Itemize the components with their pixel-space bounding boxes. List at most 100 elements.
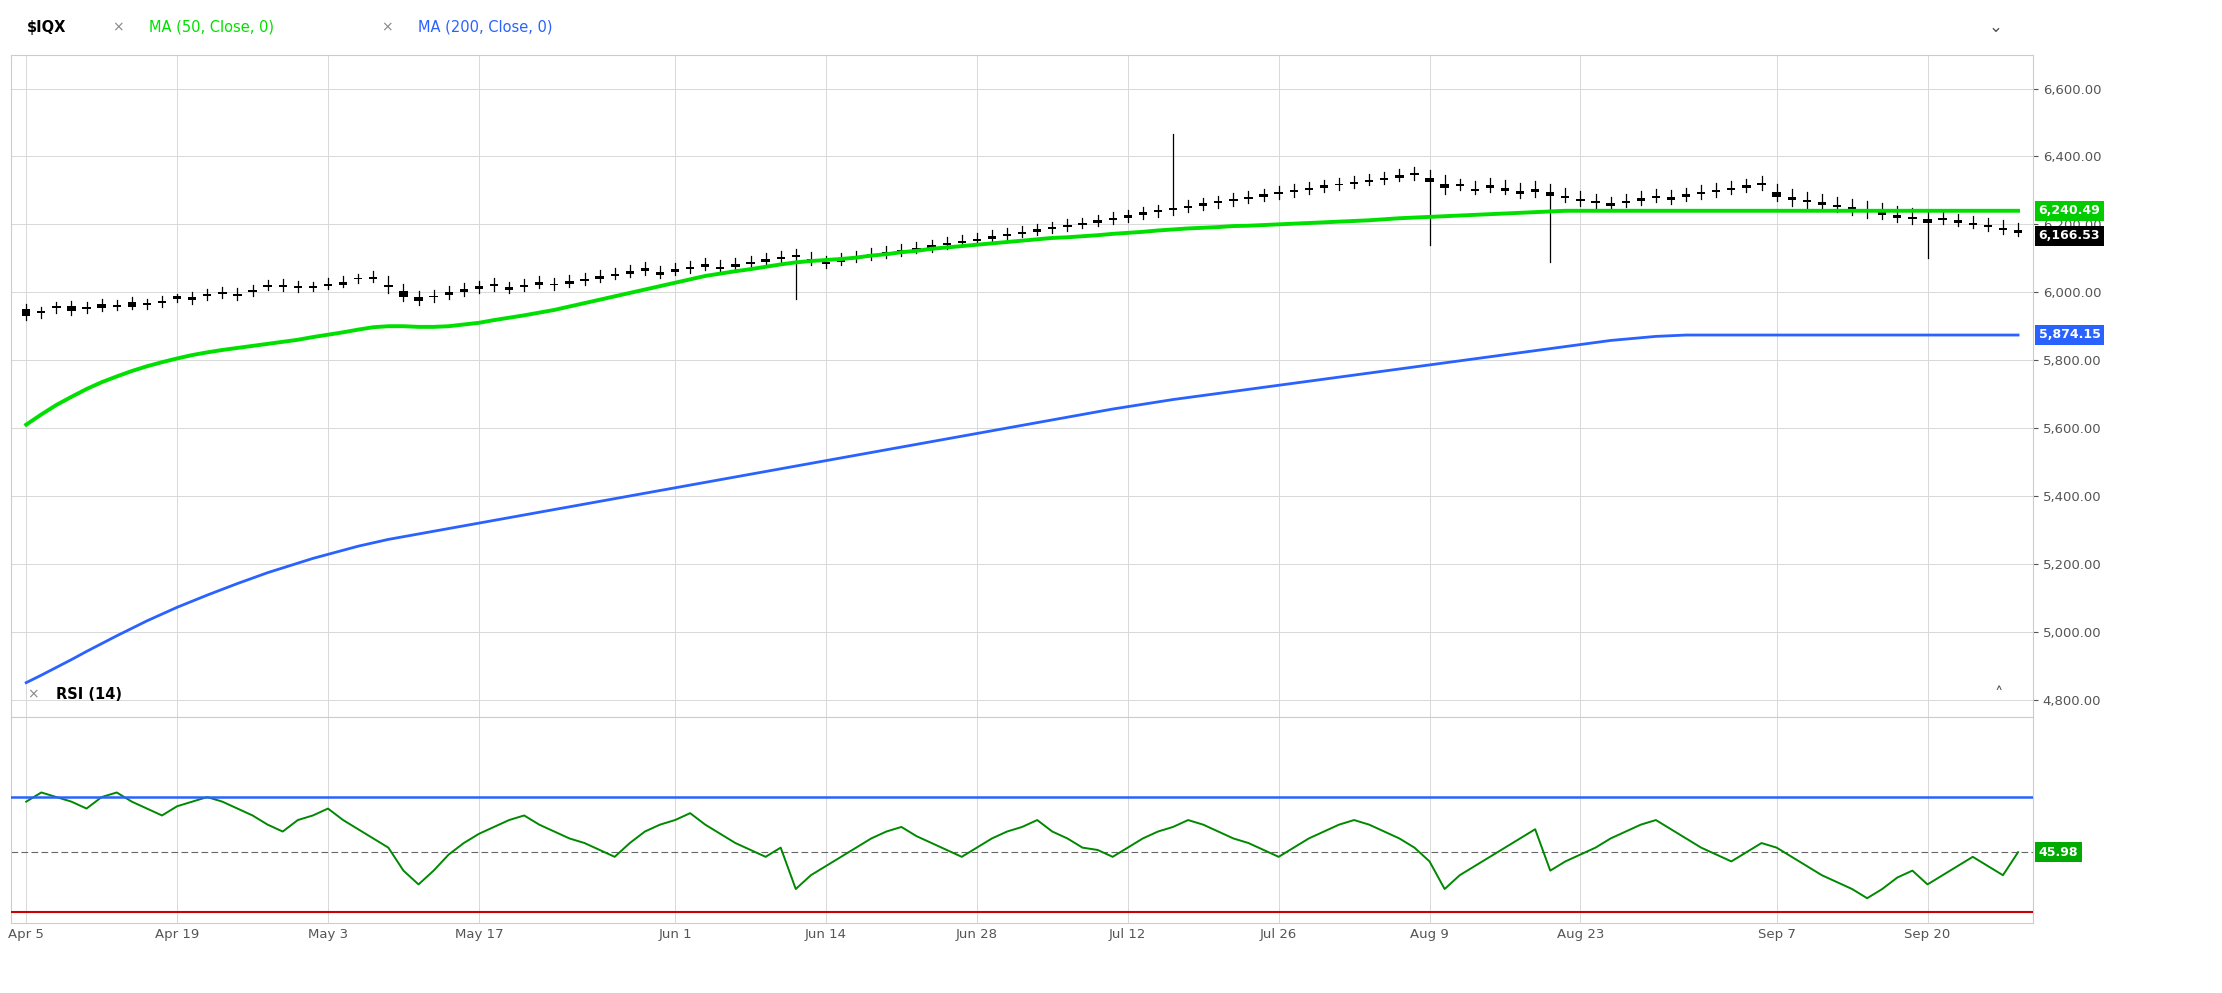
Bar [189,297,196,300]
Bar [973,238,980,240]
Bar [1849,208,1855,211]
Bar [702,264,709,267]
Bar [1153,211,1162,213]
Bar [264,285,271,287]
Bar [82,307,91,309]
Bar [1487,186,1493,188]
Bar [1411,174,1418,175]
Bar [309,286,318,288]
Bar [2013,230,2022,232]
Text: ×: × [111,20,124,35]
Bar [1984,225,1991,227]
Bar [611,274,620,276]
Bar [851,256,860,259]
Bar [1213,202,1222,204]
Text: MA (200, Close, 0): MA (200, Close, 0) [418,20,551,35]
Bar [1818,203,1826,205]
Bar [444,292,453,295]
Text: RSI (14): RSI (14) [56,687,122,702]
Bar [838,259,844,262]
Bar [324,284,331,286]
Bar [98,304,107,308]
Bar [1575,199,1584,202]
Bar [1244,197,1253,199]
Bar [1033,229,1042,231]
Bar [942,243,951,245]
Bar [1682,195,1691,198]
Bar [1698,192,1704,195]
Bar [369,277,378,279]
Bar [1742,186,1751,188]
Bar [1500,188,1509,191]
Bar [1591,202,1600,204]
Bar [113,305,120,307]
Bar [53,306,60,308]
Bar [38,311,44,313]
Bar [1440,184,1449,188]
Bar [913,248,920,250]
Text: 5,874.15: 5,874.15 [2040,329,2100,342]
Bar [627,271,633,274]
Bar [340,282,347,285]
Bar [293,286,302,288]
Bar [1786,197,1795,200]
Bar [1078,222,1087,225]
Bar [1260,195,1269,197]
Bar [1878,213,1886,214]
Bar [1893,214,1902,217]
Bar [520,285,529,287]
Text: ×: × [27,688,40,702]
Bar [1320,186,1329,188]
Bar [898,250,907,252]
Bar [1969,222,1978,225]
Bar [1938,217,1946,220]
Bar [429,296,438,297]
Bar [460,289,469,292]
Text: 6,166.53: 6,166.53 [2040,229,2100,242]
Bar [67,306,76,311]
Bar [1380,178,1389,180]
Bar [1651,196,1660,198]
Bar [822,262,831,264]
Bar [1909,216,1918,219]
Bar [1109,217,1118,220]
Bar [1049,227,1055,229]
Bar [1304,188,1313,191]
Bar [1666,198,1675,200]
Bar [1335,184,1342,186]
Bar [807,259,815,262]
Bar [867,254,875,256]
Bar [1471,189,1480,191]
Bar [731,264,740,267]
Text: 45.98: 45.98 [2040,846,2078,859]
Bar [1833,205,1842,207]
Bar [22,309,31,316]
Bar [1547,192,1555,196]
Bar [640,268,649,271]
Bar [1064,225,1071,227]
Bar [1184,206,1193,209]
Bar [1138,213,1147,214]
Bar [671,269,680,272]
Bar [1169,209,1178,211]
Bar [476,286,482,289]
Bar [1638,198,1644,201]
Bar [1862,211,1871,213]
Bar [218,292,227,294]
Bar [1713,190,1720,192]
Bar [1093,220,1102,222]
Bar [400,291,407,297]
Bar [202,294,211,296]
Bar [1364,180,1373,182]
Bar [775,256,784,259]
Bar [1802,200,1811,203]
Bar [504,287,513,290]
Bar [1758,183,1766,186]
Bar [173,296,182,299]
Bar [762,259,769,262]
Bar [580,279,589,281]
Bar [1424,178,1433,182]
Bar [927,245,935,248]
Bar [564,281,573,284]
Bar [1622,201,1631,204]
